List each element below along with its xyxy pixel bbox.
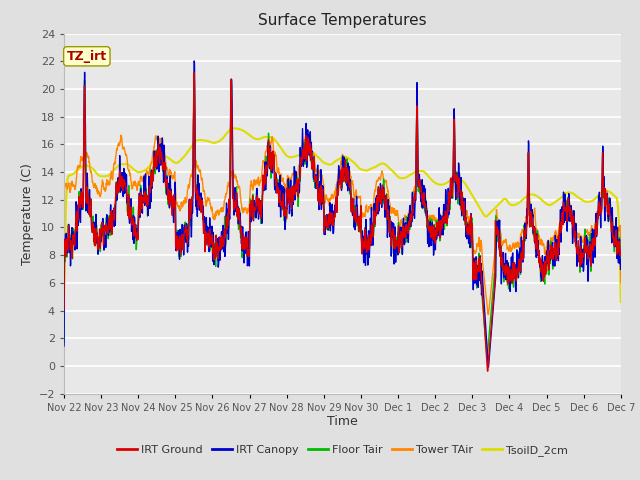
Text: TZ_irt: TZ_irt bbox=[67, 50, 107, 63]
Title: Surface Temperatures: Surface Temperatures bbox=[258, 13, 427, 28]
Y-axis label: Temperature (C): Temperature (C) bbox=[21, 163, 35, 264]
X-axis label: Time: Time bbox=[327, 415, 358, 429]
Legend: IRT Ground, IRT Canopy, Floor Tair, Tower TAir, TsoilD_2cm: IRT Ground, IRT Canopy, Floor Tair, Towe… bbox=[112, 440, 573, 460]
